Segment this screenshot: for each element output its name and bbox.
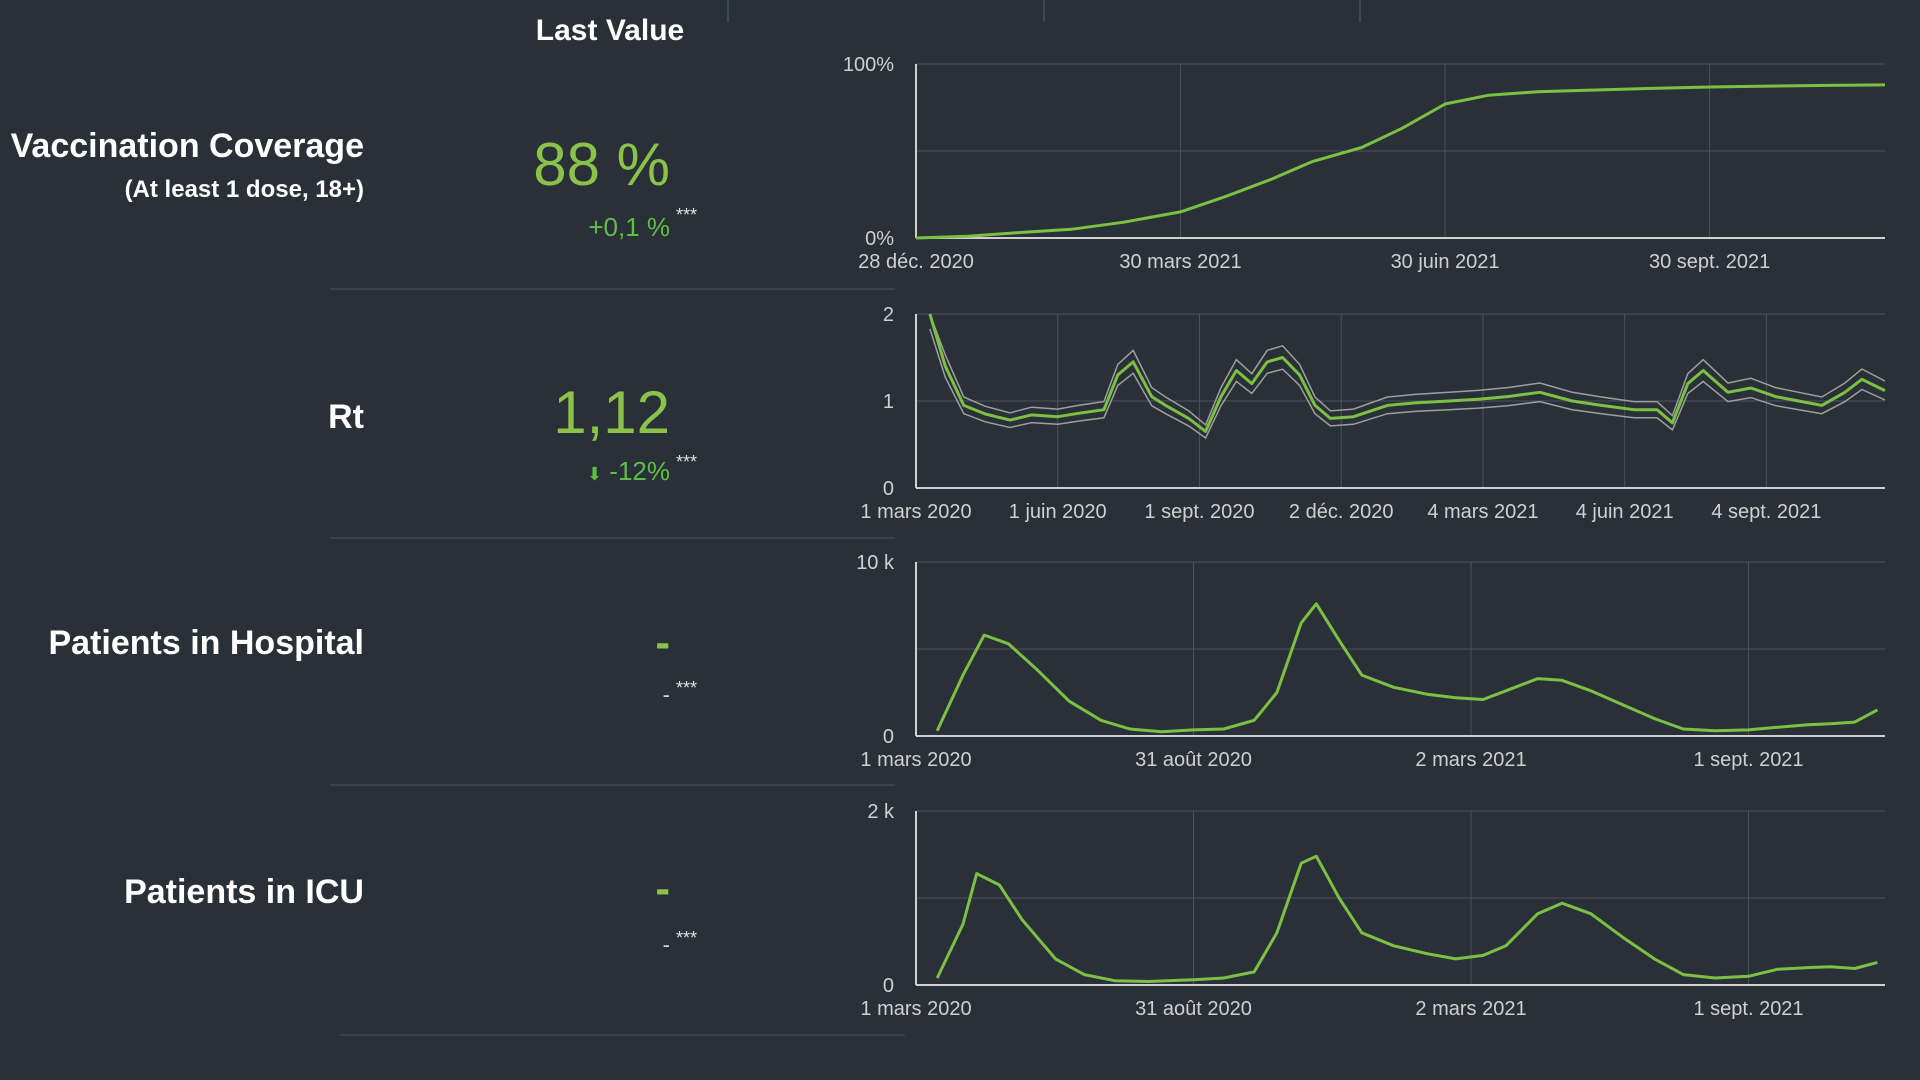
confidence-lower-line bbox=[929, 328, 1886, 440]
x-tick-label: 1 mars 2020 bbox=[860, 501, 971, 523]
metric-sublabel-vaccination: (At least 1 dose, 18+) bbox=[124, 176, 364, 203]
metric-label-hospital: Patients in Hospital bbox=[48, 624, 365, 662]
x-tick-label: 30 sept. 2021 bbox=[1649, 251, 1770, 273]
y-tick-label: 2 bbox=[883, 304, 894, 326]
arrow-down-icon: ⬇ bbox=[586, 464, 603, 484]
y-tick-label: 0% bbox=[865, 228, 894, 250]
x-tick-label: 2 mars 2021 bbox=[1415, 749, 1526, 771]
metric-label-icu: Patients in ICU bbox=[124, 873, 364, 911]
confidence-upper-line bbox=[929, 313, 1886, 427]
x-tick-label: 4 sept. 2021 bbox=[1711, 501, 1821, 523]
chart-icu: 1 mars 2020 31 août 2020 2 mars 2021 1 sept… bbox=[840, 797, 1900, 1032]
metric-change-hospital: - bbox=[662, 682, 670, 707]
series-line bbox=[935, 854, 1878, 983]
y-tick-label: 0 bbox=[883, 975, 894, 997]
metric-change-rt: ⬇ -12% bbox=[587, 456, 670, 487]
metric-label-rt: Rt bbox=[328, 398, 364, 436]
x-tick-label: 1 sept. 2020 bbox=[1144, 501, 1254, 523]
y-tick-label: 0 bbox=[883, 478, 894, 500]
metric-label-vaccination: Vaccination Coverage bbox=[10, 127, 364, 165]
x-tick-label: 31 août 2020 bbox=[1135, 998, 1252, 1020]
row-divider bbox=[330, 288, 895, 290]
metric-value-vaccination: 88 % bbox=[533, 131, 670, 198]
chart-hospital: 1 mars 2020 31 août 2020 2 mars 2021 1 sept… bbox=[840, 548, 1900, 783]
series-line bbox=[928, 313, 1886, 433]
y-tick-label: 2 k bbox=[867, 801, 895, 823]
last-value-header: Last Value bbox=[535, 14, 685, 47]
footnote-stars: *** bbox=[676, 678, 698, 698]
column-separator bbox=[727, 0, 729, 22]
y-tick-label: 1 bbox=[883, 391, 894, 413]
footnote-stars: *** bbox=[676, 205, 698, 225]
y-tick-label: 10 k bbox=[856, 552, 895, 574]
x-tick-label: 4 mars 2021 bbox=[1427, 501, 1538, 523]
chart-hospital-svg: 1 mars 2020 31 août 2020 2 mars 2021 1 sept… bbox=[856, 552, 1885, 771]
series-line bbox=[915, 83, 1886, 240]
x-tick-label: 1 sept. 2021 bbox=[1693, 998, 1803, 1020]
x-tick-label: 2 déc. 2020 bbox=[1289, 501, 1394, 523]
x-tick-label: 30 juin 2021 bbox=[1391, 251, 1500, 273]
row-divider bbox=[340, 1034, 905, 1036]
y-tick-label: 100% bbox=[843, 54, 894, 76]
x-tick-label: 1 mars 2020 bbox=[860, 749, 971, 771]
chart-rt-svg: 1 mars 2020 1 juin 2020 1 sept. 2020 2 déc.… bbox=[860, 304, 1886, 523]
column-separator bbox=[1359, 0, 1361, 22]
row-divider bbox=[330, 537, 895, 539]
metric-value-rt: 1,12 bbox=[553, 379, 670, 446]
metric-change-rt-text: -12% bbox=[609, 456, 670, 486]
x-tick-label: 30 mars 2021 bbox=[1119, 251, 1241, 273]
metric-value-hospital: - bbox=[655, 618, 670, 667]
column-separator bbox=[1043, 0, 1045, 22]
metric-value-icu: - bbox=[655, 864, 670, 913]
metric-change-vaccination: +0,1 % bbox=[588, 212, 670, 242]
x-tick-label: 1 mars 2020 bbox=[860, 998, 971, 1020]
chart-vaccination-svg: 28 déc. 2020 30 mars 2021 30 juin 2021 30 s… bbox=[843, 54, 1886, 273]
x-tick-label: 1 sept. 2021 bbox=[1693, 749, 1803, 771]
chart-icu-svg: 1 mars 2020 31 août 2020 2 mars 2021 1 sept… bbox=[860, 801, 1885, 1020]
y-tick-label: 0 bbox=[883, 726, 894, 748]
row-divider bbox=[330, 784, 895, 786]
x-tick-label: 31 août 2020 bbox=[1135, 749, 1252, 771]
x-tick-label: 28 déc. 2020 bbox=[858, 251, 974, 273]
footnote-stars: *** bbox=[676, 928, 698, 948]
chart-rt: 1 mars 2020 1 juin 2020 1 sept. 2020 2 déc.… bbox=[840, 300, 1900, 535]
metric-change-icu: - bbox=[662, 932, 670, 957]
footnote-stars: *** bbox=[676, 452, 698, 472]
chart-vaccination: 28 déc. 2020 30 mars 2021 30 juin 2021 30 s… bbox=[840, 50, 1900, 285]
x-tick-label: 4 juin 2021 bbox=[1576, 501, 1674, 523]
x-tick-label: 2 mars 2021 bbox=[1415, 998, 1526, 1020]
series-line bbox=[935, 602, 1879, 734]
x-tick-label: 1 juin 2020 bbox=[1009, 501, 1107, 523]
